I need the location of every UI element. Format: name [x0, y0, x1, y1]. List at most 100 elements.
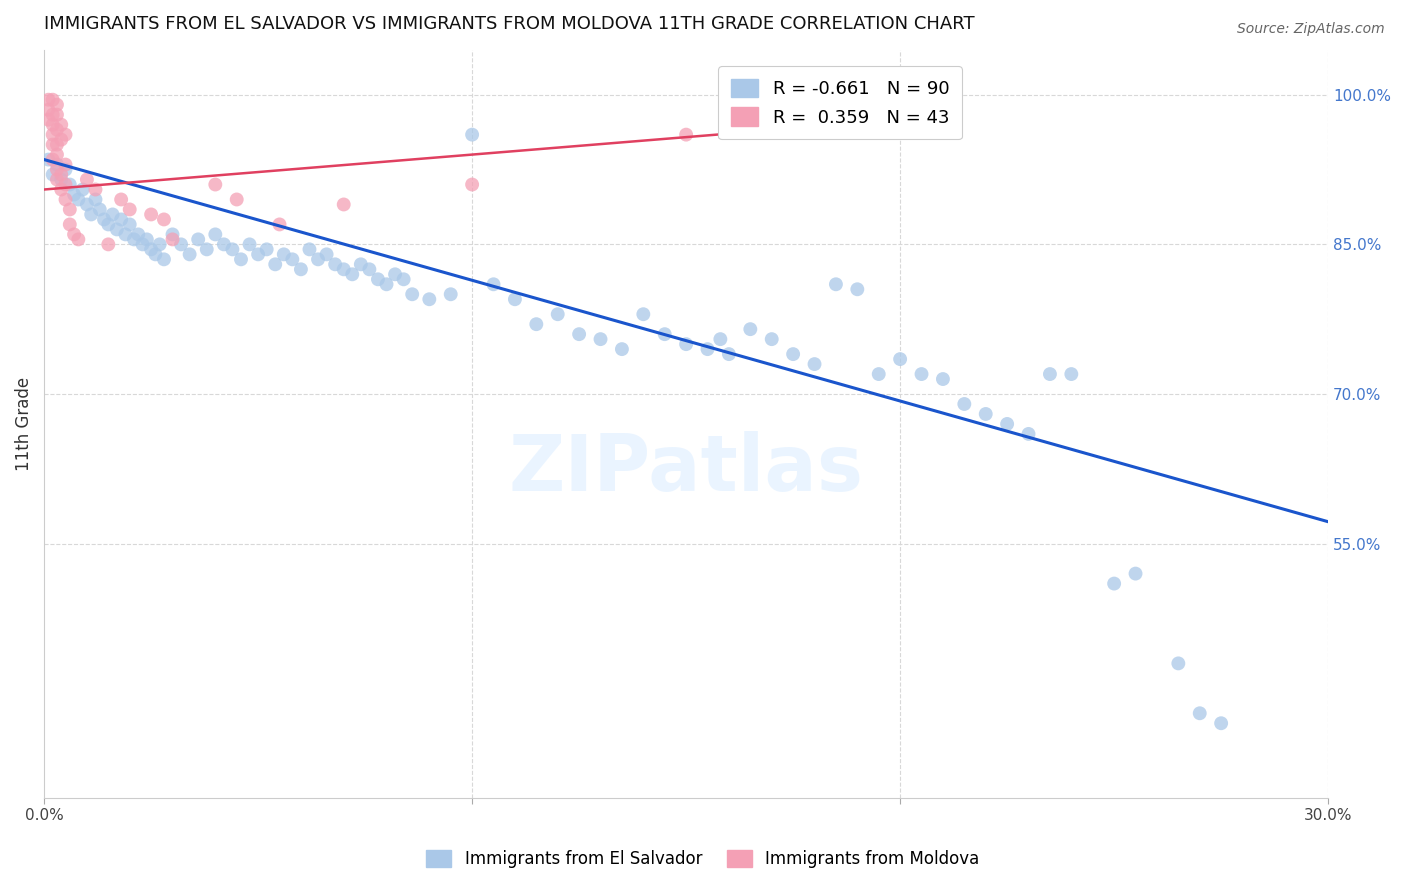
Point — [118, 202, 141, 217]
Point — [46, 157, 69, 171]
Point — [238, 237, 260, 252]
Point — [910, 367, 932, 381]
Point — [204, 178, 226, 192]
Point — [332, 197, 354, 211]
Point — [131, 237, 153, 252]
Point — [118, 218, 141, 232]
Point — [145, 247, 167, 261]
Point — [179, 247, 201, 261]
Point — [654, 327, 676, 342]
Point — [139, 243, 162, 257]
Point — [375, 277, 398, 292]
Point — [1211, 716, 1233, 731]
Point — [55, 157, 77, 171]
Point — [41, 168, 63, 182]
Point — [323, 257, 346, 271]
Point — [110, 193, 132, 207]
Point — [290, 262, 312, 277]
Text: ZIPatlas: ZIPatlas — [509, 431, 863, 507]
Point — [995, 417, 1018, 431]
Point — [974, 407, 997, 421]
Point — [59, 178, 82, 192]
Point — [953, 397, 976, 411]
Point — [889, 352, 911, 367]
Point — [482, 277, 505, 292]
Point — [675, 337, 697, 351]
Point — [342, 268, 364, 282]
Point — [55, 178, 77, 192]
Point — [46, 137, 69, 152]
Point — [1018, 426, 1040, 441]
Point — [273, 247, 295, 261]
Point — [41, 137, 63, 152]
Point — [524, 317, 547, 331]
Point — [221, 243, 243, 257]
Point — [225, 193, 247, 207]
Text: Source: ZipAtlas.com: Source: ZipAtlas.com — [1237, 22, 1385, 37]
Point — [97, 218, 120, 232]
Point — [392, 272, 415, 286]
Point — [461, 178, 484, 192]
Text: IMMIGRANTS FROM EL SALVADOR VS IMMIGRANTS FROM MOLDOVA 11TH GRADE CORRELATION CH: IMMIGRANTS FROM EL SALVADOR VS IMMIGRANT… — [44, 15, 974, 33]
Point — [93, 212, 115, 227]
Point — [110, 212, 132, 227]
Point — [782, 347, 804, 361]
Point — [384, 268, 406, 282]
Point — [46, 172, 69, 186]
Point — [37, 112, 59, 127]
Point — [41, 118, 63, 132]
Point — [51, 172, 73, 186]
Point — [547, 307, 569, 321]
Point — [153, 252, 176, 267]
Point — [105, 222, 128, 236]
Point — [350, 257, 373, 271]
Point — [568, 327, 591, 342]
Point — [1188, 706, 1211, 721]
Point — [97, 237, 120, 252]
Point — [461, 128, 484, 142]
Point — [55, 128, 77, 142]
Point — [170, 237, 193, 252]
Point — [41, 108, 63, 122]
Point — [55, 162, 77, 177]
Point — [51, 133, 73, 147]
Point — [149, 237, 172, 252]
Point — [122, 232, 145, 246]
Point — [67, 232, 90, 246]
Point — [187, 232, 209, 246]
Point — [46, 97, 69, 112]
Point — [195, 243, 218, 257]
Point — [37, 153, 59, 167]
Point — [1060, 367, 1083, 381]
Point — [717, 347, 740, 361]
Point — [229, 252, 252, 267]
Point — [37, 93, 59, 107]
Point — [932, 372, 955, 386]
Point — [761, 332, 783, 346]
Point — [84, 182, 107, 196]
Point — [59, 218, 82, 232]
Point — [1125, 566, 1147, 581]
Point — [162, 227, 184, 242]
Point — [212, 237, 235, 252]
Point — [101, 207, 124, 221]
Point — [307, 252, 329, 267]
Point — [825, 277, 848, 292]
Point — [1039, 367, 1062, 381]
Point — [1167, 657, 1189, 671]
Point — [868, 367, 890, 381]
Point — [76, 172, 98, 186]
Point — [76, 197, 98, 211]
Point — [51, 182, 73, 196]
Point — [589, 332, 612, 346]
Point — [51, 168, 73, 182]
Point — [610, 342, 633, 356]
Point — [72, 182, 94, 196]
Point — [63, 187, 86, 202]
Point — [153, 212, 176, 227]
Point — [67, 193, 90, 207]
Point — [740, 322, 762, 336]
Point — [139, 207, 162, 221]
Point — [359, 262, 381, 277]
Point — [367, 272, 389, 286]
